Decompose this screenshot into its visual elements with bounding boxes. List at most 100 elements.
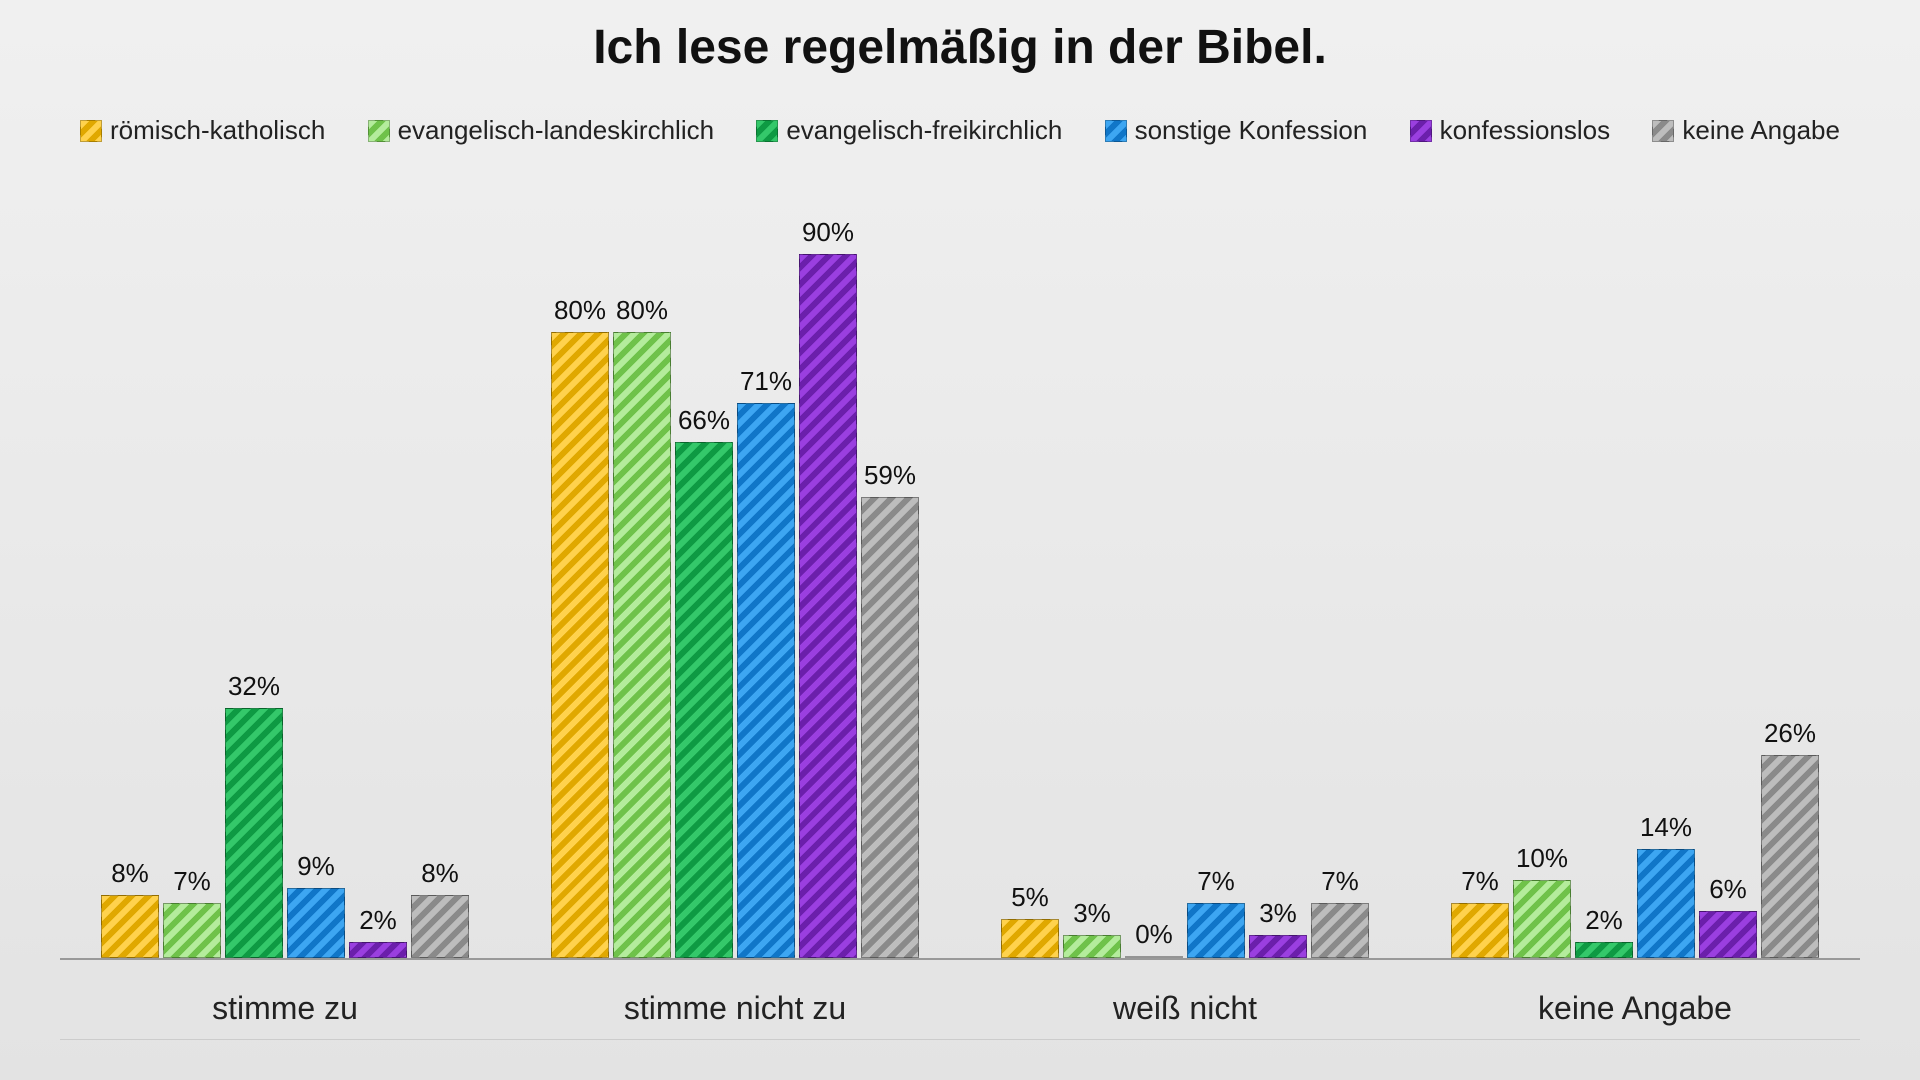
legend: römisch-katholisch evangelisch-landeskir… [60,115,1860,146]
category-label: stimme zu [60,990,510,1027]
bar-wrap: 9% [287,176,345,958]
bar-wrap: 32% [225,176,283,958]
legend-item-evl: evangelisch-landeskirchlich [368,115,715,146]
bar-value-label: 26% [1764,718,1816,749]
bar-group-0: 8% 7% 32% 9% 2% 8% [60,176,510,958]
bar-value-label: 2% [1585,905,1623,936]
legend-label: konfessionslos [1440,115,1611,146]
bar [1125,956,1183,958]
bar-value-label: 5% [1011,882,1049,913]
bar [225,708,283,958]
bar-wrap: 90% [799,176,857,958]
category-label: weiß nicht [960,990,1410,1027]
bar [1187,903,1245,958]
bar [411,895,469,958]
bar-group-3: 7% 10% 2% 14% 6% 26% [1410,176,1860,958]
bar-wrap: 14% [1637,176,1695,958]
category-label: keine Angabe [1410,990,1860,1027]
bar [1761,755,1819,958]
bar-value-label: 7% [1461,866,1499,897]
bar-wrap: 3% [1063,176,1121,958]
category-label: stimme nicht zu [510,990,960,1027]
bar [1451,903,1509,958]
legend-label: römisch-katholisch [110,115,325,146]
bar [1311,903,1369,958]
bar-wrap: 7% [1187,176,1245,958]
bar-wrap: 71% [737,176,795,958]
legend-item-kon: konfessionslos [1410,115,1611,146]
legend-swatch-icon [1410,120,1432,142]
bar-wrap: 7% [163,176,221,958]
bar-wrap: 7% [1311,176,1369,958]
bar-wrap: 59% [861,176,919,958]
bar-value-label: 7% [1321,866,1359,897]
legend-label: keine Angabe [1682,115,1840,146]
bar-value-label: 32% [228,671,280,702]
bar-wrap: 8% [101,176,159,958]
bar-wrap: 10% [1513,176,1571,958]
bar [1249,935,1307,958]
bar-wrap: 6% [1699,176,1757,958]
legend-swatch-icon [1652,120,1674,142]
bar [675,442,733,958]
bar-wrap: 0% [1125,176,1183,958]
bar-value-label: 3% [1073,898,1111,929]
bar-wrap: 80% [613,176,671,958]
chart-title: Ich lese regelmäßig in der Bibel. [60,20,1860,75]
legend-label: sonstige Konfession [1135,115,1368,146]
bar [613,332,671,958]
bar [861,497,919,958]
bar-wrap: 80% [551,176,609,958]
bar-value-label: 80% [554,295,606,326]
bar-value-label: 8% [421,858,459,889]
bar-value-label: 0% [1135,919,1173,950]
bar-value-label: 10% [1516,843,1568,874]
bar [287,888,345,958]
chart-plot-area: 8% 7% 32% 9% 2% 8% 80% 80% [60,176,1860,960]
bar-value-label: 14% [1640,812,1692,843]
bar [1637,849,1695,958]
bar [163,903,221,958]
bar-value-label: 7% [1197,866,1235,897]
legend-item-evf: evangelisch-freikirchlich [756,115,1062,146]
bar-value-label: 80% [616,295,668,326]
legend-label: evangelisch-landeskirchlich [398,115,715,146]
legend-item-rk: römisch-katholisch [80,115,325,146]
bar-value-label: 9% [297,851,335,882]
legend-item-ka: keine Angabe [1652,115,1840,146]
bar-group-2: 5% 3% 0% 7% 3% 7% [960,176,1410,958]
bar-value-label: 6% [1709,874,1747,905]
bar-wrap: 3% [1249,176,1307,958]
bar-wrap: 2% [1575,176,1633,958]
bar-value-label: 3% [1259,898,1297,929]
bar-value-label: 8% [111,858,149,889]
bar [1001,919,1059,958]
bar-wrap: 5% [1001,176,1059,958]
bar-value-label: 66% [678,405,730,436]
bar-group-1: 80% 80% 66% 71% 90% 59% [510,176,960,958]
bar-value-label: 7% [173,866,211,897]
bar [1575,942,1633,958]
bar [1063,935,1121,958]
bar-wrap: 26% [1761,176,1819,958]
bar [1699,911,1757,958]
legend-swatch-icon [80,120,102,142]
bar [799,254,857,958]
bar [551,332,609,958]
bar-value-label: 59% [864,460,916,491]
legend-swatch-icon [756,120,778,142]
bar-value-label: 2% [359,905,397,936]
legend-item-son: sonstige Konfession [1105,115,1368,146]
legend-swatch-icon [1105,120,1127,142]
bar-wrap: 66% [675,176,733,958]
bar [101,895,159,958]
bar [349,942,407,958]
bar-wrap: 2% [349,176,407,958]
bar-wrap: 8% [411,176,469,958]
bar-value-label: 90% [802,217,854,248]
legend-label: evangelisch-freikirchlich [786,115,1062,146]
category-axis: stimme zu stimme nicht zu weiß nicht kei… [60,990,1860,1040]
bar-value-label: 71% [740,366,792,397]
legend-swatch-icon [368,120,390,142]
bar [737,403,795,958]
